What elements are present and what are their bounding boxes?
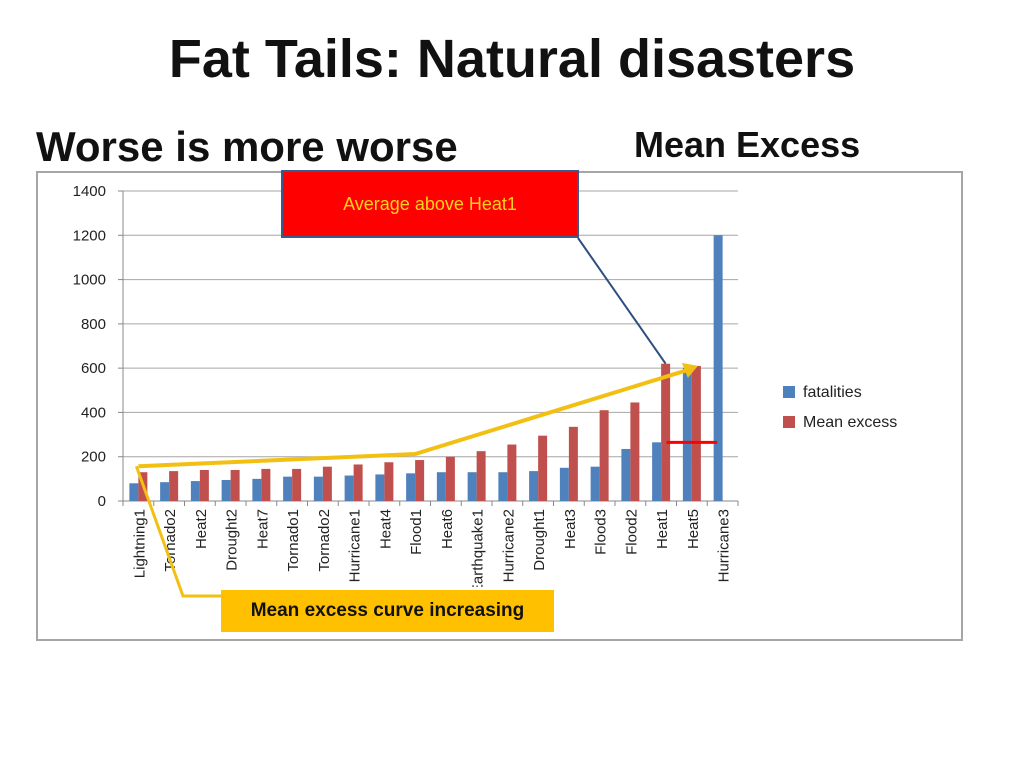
subtitle-left: Worse is more worse bbox=[36, 123, 458, 170]
chart-frame bbox=[36, 171, 963, 641]
y-tick-label: 200 bbox=[81, 449, 106, 466]
y-tick-label: 800 bbox=[81, 316, 106, 333]
y-tick-label: 0 bbox=[98, 493, 106, 510]
gridlines bbox=[123, 190, 738, 458]
category-label: Tornado2 bbox=[162, 509, 179, 572]
category-label: Heat7 bbox=[254, 509, 271, 549]
bar-mean-excess bbox=[261, 468, 271, 501]
bar-fatalities bbox=[160, 482, 170, 501]
bar-fatalities bbox=[129, 483, 139, 501]
category-label: Flood1 bbox=[408, 509, 425, 555]
bar-fatalities bbox=[652, 442, 662, 501]
bar-fatalities bbox=[559, 467, 569, 501]
category-label: Heat3 bbox=[562, 509, 579, 549]
bar-mean-excess bbox=[322, 466, 332, 501]
category-label: Drought1 bbox=[531, 509, 548, 571]
legend: fatalities Mean excess bbox=[783, 384, 897, 431]
bar-fatalities bbox=[682, 368, 692, 501]
category-label: Hurricane3 bbox=[716, 509, 733, 582]
legend-label-mean-excess: Mean excess bbox=[803, 414, 897, 431]
category-label: Flood2 bbox=[623, 509, 640, 555]
callout-leader-line bbox=[134, 465, 222, 598]
bar-mean-excess bbox=[661, 363, 671, 501]
bar-mean-excess bbox=[415, 460, 425, 501]
bar-fatalities bbox=[467, 472, 477, 501]
subtitle-right: Mean Excess bbox=[634, 124, 861, 165]
y-tick-label: 1200 bbox=[73, 227, 106, 244]
category-label: Heat6 bbox=[439, 509, 456, 549]
chart-annotations bbox=[134, 237, 718, 598]
bar-mean-excess bbox=[476, 451, 486, 501]
bar-fatalities bbox=[313, 476, 323, 501]
legend-swatch-mean-excess bbox=[783, 416, 795, 428]
legend-label-fatalities: fatalities bbox=[803, 384, 862, 401]
slide-title: Fat Tails: Natural disasters bbox=[168, 29, 856, 89]
category-label: Heat1 bbox=[654, 509, 671, 549]
bar-mean-excess bbox=[292, 468, 302, 501]
category-labels: Lightning1 Tornado2 Heat2 Drought2 Heat7 Torn… bbox=[131, 509, 733, 594]
category-label: Hurricane2 bbox=[500, 509, 517, 582]
bar-mean-excess bbox=[230, 470, 240, 501]
average-above-heat1-callout: Average above Heat1 bbox=[281, 170, 579, 238]
bar-mean-excess bbox=[691, 365, 701, 501]
bar-fatalities bbox=[344, 475, 354, 501]
bar-mean-excess bbox=[568, 426, 578, 501]
bar-fatalities bbox=[375, 474, 385, 501]
category-label: Tornado2 bbox=[316, 509, 333, 572]
bar-mean-excess bbox=[384, 462, 394, 501]
bar-fatalities bbox=[221, 479, 231, 501]
category-label: Hurricane1 bbox=[347, 509, 364, 582]
bar-fatalities bbox=[498, 472, 508, 501]
bar-mean-excess bbox=[538, 435, 548, 501]
bar-mean-excess bbox=[445, 456, 455, 501]
bar-fatalities bbox=[252, 478, 262, 501]
bar-mean-excess bbox=[630, 402, 640, 501]
bar-fatalities bbox=[190, 481, 200, 501]
y-tick-label: 400 bbox=[81, 404, 106, 421]
bar-fatalities bbox=[406, 473, 416, 501]
mean-excess-increasing-callout: Mean excess curve increasing bbox=[221, 590, 554, 632]
mean-excess-trend-arrow bbox=[138, 368, 689, 469]
tick-labels: 0 200 400 600 800 1000 1200 1400 Lightning1 Torna… bbox=[73, 183, 733, 594]
category-label: Earthquake1 bbox=[470, 509, 487, 594]
category-label: Tornado1 bbox=[285, 509, 302, 572]
bar-mean-excess bbox=[169, 471, 179, 501]
category-label: Drought2 bbox=[224, 509, 241, 571]
bar-mean-excess bbox=[353, 464, 363, 501]
bars bbox=[129, 235, 723, 502]
bar-fatalities bbox=[621, 448, 631, 501]
mean-excess-arrowhead bbox=[681, 362, 698, 378]
category-label: Heat2 bbox=[193, 509, 210, 549]
category-label: Flood3 bbox=[593, 509, 610, 555]
category-label: Heat4 bbox=[377, 509, 394, 549]
category-label: Heat5 bbox=[685, 509, 702, 549]
legend-swatch-fatalities bbox=[783, 386, 795, 398]
bar-fatalities bbox=[713, 235, 723, 502]
category-label: Lightning1 bbox=[131, 509, 148, 578]
y-tick-label: 1400 bbox=[73, 183, 106, 200]
bar-mean-excess bbox=[507, 444, 517, 501]
bar-mean-excess bbox=[599, 410, 609, 501]
y-tick-label: 1000 bbox=[73, 272, 106, 289]
callout-connector bbox=[577, 237, 667, 365]
bar-mean-excess bbox=[199, 470, 209, 501]
bar-fatalities bbox=[529, 471, 539, 501]
bar-fatalities bbox=[436, 472, 446, 501]
bar-fatalities bbox=[283, 476, 293, 501]
y-tick-label: 600 bbox=[81, 360, 106, 377]
bar-fatalities bbox=[590, 466, 600, 501]
